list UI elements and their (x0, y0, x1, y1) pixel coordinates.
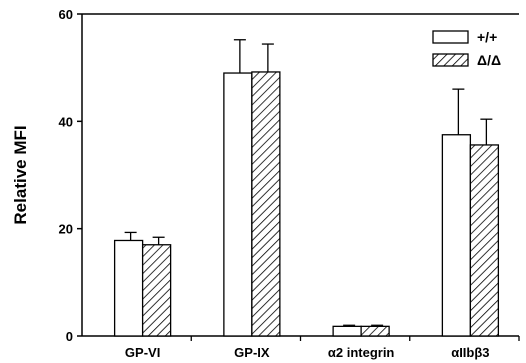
y-tick-label-3: 60 (59, 7, 73, 22)
bar-2-3 (469, 144, 500, 337)
y-tick-label-1: 20 (59, 222, 73, 237)
legend: +/+ Δ/Δ (432, 29, 501, 68)
bar-2-1 (251, 71, 281, 337)
legend-label-series-2: Δ/Δ (477, 52, 501, 68)
x-category-label-3: αIIbβ3 (451, 345, 489, 360)
y-tick-label-2: 40 (59, 114, 73, 129)
bar-1-2 (332, 325, 362, 337)
bar-1-1 (223, 72, 253, 337)
legend-label-series-1: +/+ (477, 29, 497, 45)
x-category-label-1: GP-IX (234, 345, 270, 360)
bar-1-3 (441, 134, 472, 337)
bar-2-2 (360, 325, 390, 337)
y-tick-label-0: 0 (66, 329, 73, 344)
legend-swatch-open (432, 30, 469, 44)
y-axis-title: Relative MFI (11, 125, 30, 224)
bar-2-0 (141, 244, 172, 337)
plot-area: 0 20 40 60 GP-VI GP-IX α2 integrin αIIbβ3 (59, 7, 520, 360)
legend-swatch-hatched (432, 53, 469, 67)
x-category-label-2: α2 integrin (328, 345, 395, 360)
bar-1-0 (113, 239, 144, 337)
x-category-label-0: GP-VI (125, 345, 160, 360)
